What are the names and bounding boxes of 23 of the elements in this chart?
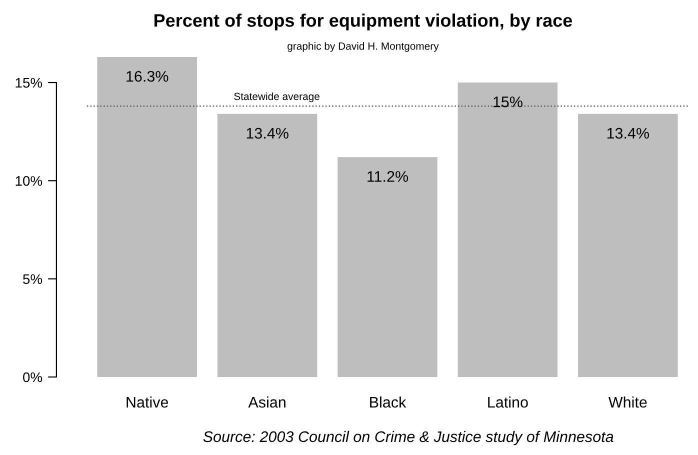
x-tick-label: Latino: [488, 396, 528, 408]
source-note: Source: 2003 Council on Crime & Justice study of Minnesota: [203, 430, 614, 446]
data-label: 15%: [494, 96, 522, 108]
bar: [338, 157, 438, 377]
bar: [458, 82, 558, 377]
bar: [97, 57, 197, 377]
x-tick-label: Native: [126, 396, 168, 408]
bar: [217, 114, 318, 377]
x-tick-label: White: [608, 396, 647, 408]
y-tick-label: 0%: [23, 372, 42, 382]
bar: [578, 114, 678, 377]
chart-title: Percent of stops for equipment violation, by race: [154, 14, 572, 30]
y-tick-label: 10%: [16, 176, 42, 186]
y-tick-label: 15%: [16, 78, 42, 88]
data-label: 13.4%: [607, 128, 650, 139]
y-tick-label: 5%: [23, 274, 42, 284]
ref-line-label: Statewide average: [234, 92, 320, 102]
data-label: 16.3%: [126, 70, 168, 82]
chart-subtitle: graphic by David H. Montgomery: [288, 42, 439, 52]
data-label: 13.4%: [246, 128, 288, 139]
x-tick-label: Black: [370, 396, 406, 408]
data-label: 11.2%: [368, 171, 408, 182]
x-tick-label: Asian: [248, 396, 286, 408]
